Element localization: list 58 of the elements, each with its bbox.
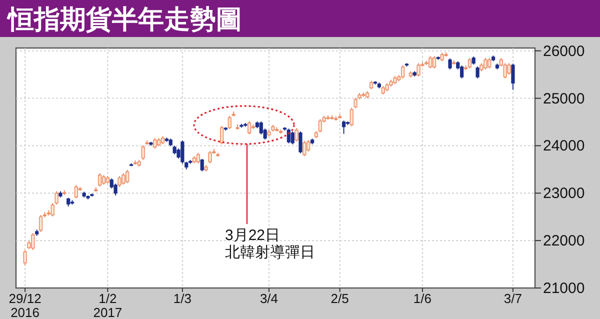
candlestick xyxy=(38,214,43,233)
x-tick-label: 3/7 xyxy=(504,291,522,306)
y-tick-label: 24000 xyxy=(543,138,585,155)
candlestick xyxy=(290,130,294,145)
candlestick xyxy=(476,66,480,79)
x-tick-label: 3/4 xyxy=(260,291,278,306)
candlestick xyxy=(503,62,507,79)
candlestick xyxy=(126,169,130,184)
candlestick xyxy=(208,150,212,164)
candlestick xyxy=(118,176,122,188)
candlestick xyxy=(102,174,106,186)
candlestick xyxy=(432,56,436,69)
candlestick xyxy=(448,58,452,70)
candlestick xyxy=(306,140,310,152)
candlestick xyxy=(122,172,126,186)
candlestick xyxy=(220,125,224,145)
candlestick xyxy=(354,97,358,109)
x-tick-label: 1/6 xyxy=(413,291,432,306)
candlestick xyxy=(294,128,298,142)
candlestick xyxy=(416,62,420,77)
candlestick xyxy=(23,250,27,266)
title: 恒指期貨半年走勢圖 xyxy=(8,4,242,34)
candlestick xyxy=(228,115,232,130)
candlestick xyxy=(511,63,515,90)
y-tick-label: 22000 xyxy=(543,232,585,250)
candlestick xyxy=(400,64,405,79)
y-tick-label: 26000 xyxy=(543,42,585,60)
candlestick xyxy=(286,128,290,144)
candlestick xyxy=(302,140,306,157)
candlestick xyxy=(180,140,184,164)
x-tick-label: 1/2 2017 xyxy=(93,291,122,319)
candlestick xyxy=(298,130,302,154)
y-tick-label: 25000 xyxy=(543,90,585,108)
candlestick xyxy=(153,138,157,150)
candlestick xyxy=(318,118,322,133)
candlestick xyxy=(248,120,252,135)
annotation: 3月22日 xyxy=(225,227,280,244)
candlestick xyxy=(31,232,35,251)
candlestick xyxy=(200,158,204,172)
candlestick xyxy=(342,120,346,134)
candlestick xyxy=(488,57,492,69)
x-tick-label: 29/12 2016 xyxy=(8,291,42,319)
x-tick-label: 2/5 xyxy=(330,291,349,306)
candlestick xyxy=(460,65,464,79)
candlestick xyxy=(484,57,488,70)
annotation: 北韓射導彈日 xyxy=(225,244,315,261)
candlestick xyxy=(98,172,102,187)
y-tick-label: 23000 xyxy=(543,185,585,202)
candlestick xyxy=(350,107,354,127)
candlestick xyxy=(428,56,432,69)
candlestick xyxy=(507,62,511,76)
candlestick xyxy=(468,57,472,69)
candlestick xyxy=(196,152,200,164)
y-tick-label: 21000 xyxy=(543,280,585,297)
candlestick xyxy=(141,144,145,160)
candlestick xyxy=(74,184,78,199)
candlestick xyxy=(114,183,118,196)
x-tick-label: 1/3 xyxy=(173,291,192,306)
